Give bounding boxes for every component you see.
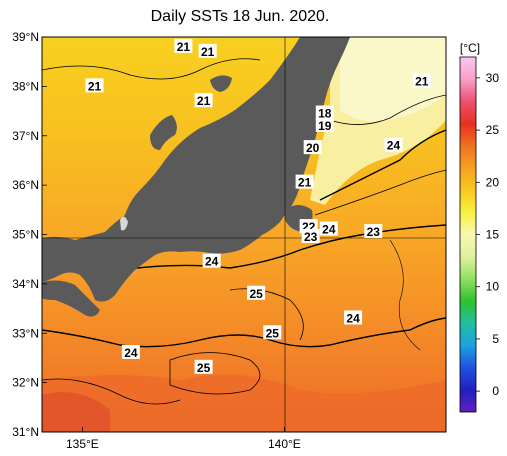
colorbar: [459, 56, 477, 413]
contour-line-23: [314, 169, 446, 216]
warmest-water-region: [42, 392, 110, 432]
contour-label: 25: [194, 359, 213, 375]
lat-tick-label: 33°N: [12, 326, 39, 340]
contour-label: 19: [315, 117, 334, 133]
noto-peninsula: [150, 115, 177, 150]
contour-label: 20: [303, 140, 322, 155]
svg-text:20: 20: [306, 141, 320, 155]
contour-label: 25: [247, 285, 266, 301]
contour-line-25-c: [42, 378, 181, 405]
longitude-axis: 135°E 140°E: [66, 427, 301, 451]
svg-text:21: 21: [177, 40, 191, 54]
lat-tick-label: 31°N: [12, 425, 39, 439]
lake-biwa: [120, 216, 128, 231]
svg-text:24: 24: [205, 255, 219, 269]
colorbar-tick-label: 5: [492, 332, 499, 346]
contour-label: 21: [194, 93, 213, 108]
svg-text:19: 19: [318, 119, 332, 133]
svg-text:21: 21: [197, 94, 211, 108]
lat-tick-label: 38°N: [12, 79, 39, 93]
contour-label: 21: [85, 78, 104, 93]
contour-line-minor-east: [389, 239, 421, 351]
honshu-land: [42, 37, 350, 302]
lat-tick-label: 32°N: [12, 376, 39, 390]
svg-text:23: 23: [367, 225, 381, 239]
svg-text:25: 25: [197, 361, 211, 375]
svg-text:23: 23: [304, 230, 318, 244]
colorbar-tick-label: 25: [486, 123, 500, 137]
svg-text:21: 21: [201, 45, 215, 59]
colorbar-unit: [°C]: [460, 41, 480, 55]
contour-line-25-b: [169, 352, 261, 395]
svg-text:24: 24: [346, 311, 360, 325]
contour-label: 25: [263, 325, 282, 340]
contour-label: 23: [364, 224, 383, 239]
latitude-axis: 39°N 38°N 37°N 36°N 35°N 34°N 33°N 32°N 31°N: [12, 30, 47, 439]
svg-text:24: 24: [124, 346, 138, 360]
contour-label: 23: [301, 228, 320, 244]
svg-text:18: 18: [318, 107, 332, 121]
kii-peninsula: [42, 280, 100, 317]
contour-label: 21: [174, 38, 193, 54]
coldest-water-region: [340, 37, 446, 122]
sado-island: [210, 75, 232, 92]
contour-line-24-mid: [42, 317, 446, 348]
svg-text:24: 24: [322, 223, 336, 237]
contour-label: 21: [198, 43, 217, 59]
contour-line-19: [329, 94, 446, 125]
contour-line-21-north: [42, 58, 261, 80]
lon-tick-label: 135°E: [66, 437, 99, 451]
warm-water-region: [42, 374, 446, 432]
contour-label: 24: [344, 310, 363, 325]
lat-tick-label: 37°N: [12, 129, 39, 143]
contour-line-24-south: [119, 224, 446, 271]
lon-tick-label: 140°E: [268, 437, 301, 451]
svg-text:25: 25: [266, 326, 280, 340]
colorbar-tick-label: 0: [492, 384, 499, 398]
lat-tick-label: 34°N: [12, 277, 39, 291]
svg-text:21: 21: [298, 176, 312, 190]
lat-tick-label: 36°N: [12, 178, 39, 192]
contour-label: 24: [319, 221, 338, 237]
contour-label: 21: [412, 73, 431, 88]
contour-label: 18: [315, 105, 334, 121]
colorbar-tick-label: 10: [486, 280, 500, 294]
colorbar-tick-label: 15: [486, 228, 500, 242]
lat-tick-label: 39°N: [12, 30, 39, 44]
contour-label: 24: [202, 253, 221, 269]
colorbar-ticks: 30 25 20 15 10 5 0: [476, 71, 499, 398]
contour-label: 21: [295, 174, 314, 190]
map-title: Daily SSTs 18 Jun. 2020.: [150, 8, 330, 25]
svg-text:24: 24: [387, 139, 401, 153]
svg-text:21: 21: [415, 74, 429, 88]
lat-tick-label: 35°N: [12, 228, 39, 242]
contour-line-24-east: [319, 129, 446, 201]
contour-label: 24: [384, 137, 403, 153]
colorbar-tick-label: 30: [486, 71, 500, 85]
map-panel: [42, 37, 446, 432]
svg-text:25: 25: [249, 287, 263, 301]
contour-label: 24: [121, 345, 140, 360]
colorbar-tick-label: 20: [486, 175, 500, 189]
svg-text:21: 21: [88, 79, 102, 93]
